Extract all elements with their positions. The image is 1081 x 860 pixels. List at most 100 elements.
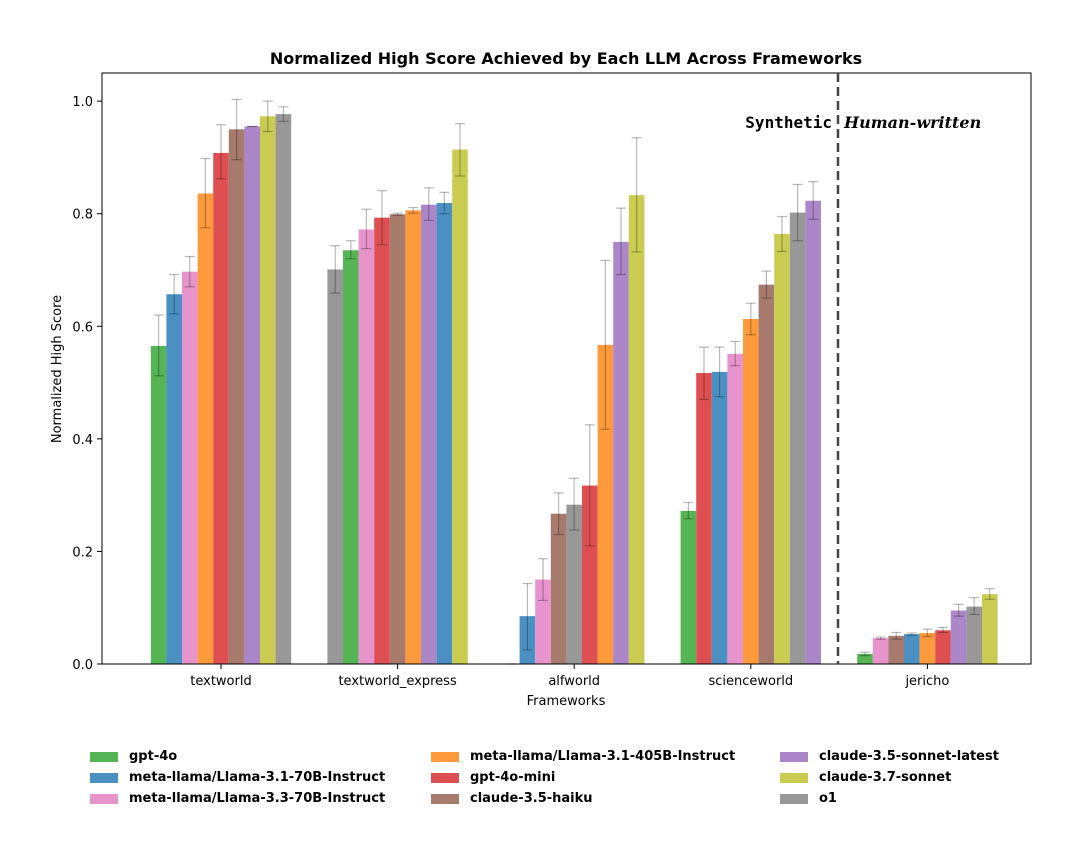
plot-frame	[101, 72, 1032, 665]
legend-item-claude-3.5-haiku: claude-3.5-haiku	[431, 788, 735, 809]
error-bar-jericho-claude-3-7-sonnet	[984, 587, 995, 600]
legend-item-claude-3.7-sonnet: claude-3.7-sonnet	[780, 767, 999, 788]
legend-label: gpt-4o-mini	[470, 770, 556, 785]
legend-label: gpt-4o	[129, 749, 178, 764]
bar-scienceworld-meta-llama-llama-3-1-405b-instruct	[743, 318, 759, 664]
error-bar-textworld-o1	[278, 106, 289, 123]
bar-textworld-express-meta-llama-llama-3-1-405b-instruct	[405, 210, 421, 664]
bar-alfworld-claude-3-7-sonnet	[628, 195, 645, 664]
error-bar-jericho-meta-llama-llama-3-1-70b-instruct	[906, 632, 917, 636]
legend-swatch	[90, 793, 118, 804]
error-bar-scienceworld-claude-3-5-sonnet-latest	[808, 181, 819, 220]
legend-item-gpt-4o-mini: gpt-4o-mini	[431, 767, 735, 788]
bar-jericho-meta-llama-llama-3-3-70b-instruct	[872, 638, 889, 664]
legend-swatch	[431, 772, 459, 783]
human-written-annotation: Human-written	[843, 113, 981, 132]
chart-title: Normalized High Score Achieved by Each L…	[270, 49, 862, 68]
legend-swatch	[90, 772, 118, 783]
error-bar-alfworld-meta-llama-llama-3-1-405b-instruct	[600, 259, 611, 430]
error-bar-textworld-express-meta-llama-llama-3-1-70b-instruct	[439, 191, 450, 215]
error-bar-jericho-meta-llama-llama-3-1-405b-instruct	[922, 628, 933, 638]
bar-alfworld-meta-llama-llama-3-1-70b-instruct	[519, 616, 536, 664]
error-bars-layer	[153, 98, 995, 665]
error-bar-jericho-o1	[969, 596, 980, 616]
bar-alfworld-claude-3-5-haiku	[550, 513, 567, 664]
error-bar-textworld-meta-llama-llama-3-1-405b-instruct	[200, 157, 211, 229]
y-tick-label: 0.2	[72, 545, 93, 560]
error-bar-jericho-meta-llama-llama-3-3-70b-instruct	[875, 636, 886, 640]
bar-jericho-claude-3-5-haiku	[888, 635, 904, 664]
error-bar-alfworld-o1	[569, 477, 580, 531]
bar-textworld-meta-llama-llama-3-3-70b-instruct	[182, 271, 198, 664]
error-bar-scienceworld-meta-llama-llama-3-1-70b-instruct	[714, 346, 725, 398]
bar-scienceworld-o1	[789, 212, 806, 664]
legend-item-o1: o1	[780, 788, 999, 809]
legend-item-llama-3.1-70b: meta-llama/Llama-3.1-70B-Instruct	[90, 767, 385, 788]
y-tick-label: 0.4	[72, 433, 93, 448]
error-bar-alfworld-meta-llama-llama-3-1-70b-instruct	[522, 582, 533, 651]
bar-textworld-gpt-4o	[150, 345, 167, 664]
error-bar-textworld-express-gpt-4o	[345, 240, 356, 260]
bar-textworld-express-gpt-4o	[343, 250, 359, 665]
y-tick-label: 0.0	[72, 658, 93, 673]
bar-textworld-express-gpt-4o-mini	[374, 217, 390, 664]
error-bar-alfworld-gpt-4o-mini	[584, 424, 595, 547]
legend-item-gpt-4o: gpt-4o	[90, 746, 385, 767]
bar-jericho-gpt-4o	[857, 653, 873, 664]
error-bar-scienceworld-o1	[792, 183, 803, 242]
x-tick-label-jericho: jericho	[904, 674, 949, 689]
bar-textworld-claude-3-7-sonnet	[260, 116, 276, 665]
error-bar-textworld-meta-llama-llama-3-3-70b-instruct	[184, 255, 195, 288]
error-bar-jericho-claude-3-5-sonnet-latest	[953, 603, 964, 617]
error-bar-textworld-claude-3-7-sonnet	[262, 100, 273, 133]
bar-textworld-claude-3-5-sonnet-latest	[244, 126, 260, 665]
legend-swatch	[90, 751, 118, 762]
error-bar-jericho-claude-3-5-haiku	[891, 631, 902, 640]
bar-alfworld-claude-3-5-sonnet-latest	[613, 241, 629, 665]
error-bar-scienceworld-meta-llama-llama-3-3-70b-instruct	[730, 340, 741, 367]
y-tick-label: 1.0	[72, 95, 93, 110]
legend-label: meta-llama/Llama-3.1-405B-Instruct	[470, 749, 736, 764]
bar-jericho-meta-llama-llama-3-1-70b-instruct	[904, 634, 920, 664]
error-bar-scienceworld-meta-llama-llama-3-1-405b-instruct	[745, 302, 756, 336]
legend-label: meta-llama/Llama-3.1-70B-Instruct	[129, 770, 386, 785]
error-bar-textworld-express-claude-3-7-sonnet	[455, 123, 465, 177]
error-bar-textworld-express-o1	[330, 245, 341, 294]
error-bar-textworld-meta-llama-llama-3-1-70b-instruct	[169, 273, 180, 315]
error-bar-scienceworld-gpt-4o	[683, 501, 694, 520]
x-tick-label-textworld: textworld	[190, 674, 251, 689]
bar-textworld-express-claude-3-5-sonnet-latest	[421, 204, 437, 664]
error-bar-alfworld-claude-3-5-haiku	[553, 492, 564, 536]
bar-scienceworld-claude-3-5-sonnet-latest	[805, 200, 821, 664]
bar-alfworld-meta-llama-llama-3-1-405b-instruct	[597, 344, 614, 664]
bar-alfworld-gpt-4o-mini	[582, 485, 598, 664]
legend-swatch	[780, 772, 808, 783]
error-bar-jericho-gpt-4o-mini	[938, 626, 948, 634]
error-bar-scienceworld-claude-3-5-haiku	[761, 270, 772, 299]
error-bar-alfworld-claude-3-5-sonnet-latest	[616, 207, 626, 276]
error-bar-textworld-gpt-4o-mini	[216, 124, 226, 180]
legend-swatch	[780, 793, 808, 804]
bar-scienceworld-claude-3-7-sonnet	[774, 233, 790, 665]
bar-textworld-meta-llama-llama-3-1-405b-instruct	[197, 193, 214, 664]
y-tick-label: 0.8	[72, 208, 93, 223]
legend-label: claude-3.7-sonnet	[819, 770, 952, 785]
error-bar-textworld-gpt-4o	[153, 314, 164, 377]
bar-scienceworld-gpt-4o-mini	[696, 373, 712, 664]
error-bar-textworld-claude-3-5-haiku	[231, 98, 242, 161]
bar-scienceworld-claude-3-5-haiku	[758, 284, 775, 664]
x-tick-label-scienceworld: scienceworld	[708, 674, 793, 689]
bar-jericho-gpt-4o-mini	[935, 630, 951, 664]
bar-textworld-express-claude-3-5-haiku	[389, 214, 406, 664]
bar-textworld-express-o1	[327, 269, 343, 664]
axes-layer: 0.0 0.2 0.4 0.6 0.8 1.0 textworld textworld_exp…	[72, 72, 1032, 689]
error-bar-alfworld-claude-3-7-sonnet	[631, 137, 642, 253]
bar-textworld-o1	[275, 114, 292, 665]
bar-chart: Normalized High Score Achieved by Each L…	[50, 49, 1032, 709]
bar-jericho-claude-3-7-sonnet	[982, 594, 998, 664]
bar-scienceworld-meta-llama-llama-3-1-70b-instruct	[711, 371, 728, 664]
y-axis-title: Normalized High Score	[50, 295, 65, 443]
bar-alfworld-o1	[566, 504, 582, 664]
bar-textworld-gpt-4o-mini	[213, 152, 229, 664]
legend-label: claude-3.5-sonnet-latest	[819, 749, 999, 764]
